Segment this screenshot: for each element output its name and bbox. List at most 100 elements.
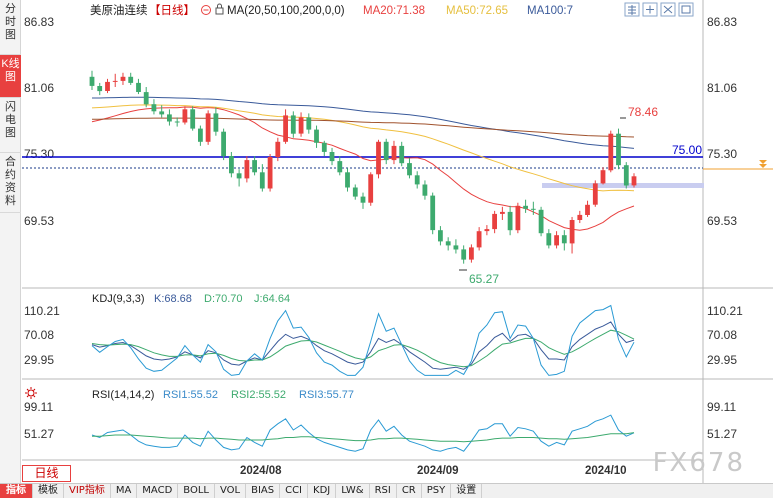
kdj-tick-right: 70.08 xyxy=(707,328,737,342)
candle xyxy=(283,109,288,144)
candlestick-chart[interactable]: 美原油连续 【日线】 MA(20,50,100,200,0,0) MA20:71… xyxy=(22,0,773,484)
candle-body xyxy=(290,115,296,134)
candle-body xyxy=(198,128,203,142)
candle-body xyxy=(275,141,281,157)
candle xyxy=(484,225,490,236)
candle-body xyxy=(329,152,335,162)
kdj-k-value: K:68.68 xyxy=(154,293,192,305)
candle xyxy=(507,205,513,236)
tab-k-chart[interactable]: K线图 xyxy=(0,55,21,98)
candle-body xyxy=(561,235,567,244)
toolbar-psy[interactable]: PSY xyxy=(422,484,452,498)
toolbar-rsi[interactable]: RSI xyxy=(370,484,397,498)
price-level-label: 75.00 xyxy=(672,143,702,157)
candle-body xyxy=(128,76,134,83)
candles xyxy=(89,70,637,264)
settings-icon[interactable] xyxy=(201,5,211,15)
toolbar-cr[interactable]: CR xyxy=(397,484,422,498)
ma100-value: MA100:7 xyxy=(527,5,573,17)
grid-icon[interactable] xyxy=(624,2,640,17)
tab-time-chart[interactable]: 分时图 xyxy=(0,0,21,55)
candle-body xyxy=(523,205,528,209)
ma20-value: MA20:71.38 xyxy=(363,5,425,17)
candle xyxy=(329,147,335,166)
candle-body xyxy=(383,141,389,161)
candle-body xyxy=(252,160,257,173)
toolbar-lw[interactable]: LW& xyxy=(336,484,370,498)
lock-icon[interactable] xyxy=(215,3,224,15)
candle xyxy=(561,230,567,251)
candle xyxy=(112,73,118,87)
candle xyxy=(422,180,428,200)
candle-body xyxy=(205,113,211,142)
candle xyxy=(252,156,257,176)
candle xyxy=(205,110,211,145)
rsi2-value: RSI2:55.52 xyxy=(231,389,286,401)
toolbar-indicator[interactable]: 指标 xyxy=(0,484,33,498)
price-tick-left: 86.83 xyxy=(24,15,54,29)
toolbar-ma[interactable]: MA xyxy=(111,484,138,498)
price-tick-right: 69.53 xyxy=(707,214,737,228)
candle xyxy=(600,167,606,185)
ma100-line xyxy=(92,96,635,149)
candle xyxy=(492,210,497,234)
candle xyxy=(244,156,250,183)
candle-body xyxy=(97,86,103,92)
kdj-header: KDJ(9,3,3) xyxy=(92,293,145,305)
candle-body xyxy=(352,187,358,197)
period-label[interactable]: 日线 xyxy=(22,465,71,482)
indicator-toolbar: 指标 模板 VIP指标 MA MACD BOLL VOL BIAS CCI KD… xyxy=(0,483,773,498)
candle-body xyxy=(174,121,180,123)
candle xyxy=(577,210,583,224)
toolbar-bias[interactable]: BIAS xyxy=(246,484,281,498)
date-tick: 2024/09 xyxy=(417,465,459,477)
candle xyxy=(120,72,126,85)
candle-body xyxy=(213,113,219,132)
kdj-tick-right: 29.95 xyxy=(707,353,737,367)
candle xyxy=(151,99,157,115)
rsi-tick-right: 51.27 xyxy=(707,427,737,441)
candle xyxy=(221,128,226,161)
toolbar-macd[interactable]: MACD xyxy=(137,484,179,498)
tab-label: 分时图 xyxy=(5,3,16,41)
candle-body xyxy=(500,211,505,214)
maximize-icon[interactable] xyxy=(678,2,694,17)
arrow-down-icon[interactable] xyxy=(759,160,767,168)
toolbar-boll[interactable]: BOLL xyxy=(178,484,215,498)
candle xyxy=(592,180,598,207)
candle xyxy=(453,239,459,254)
candle xyxy=(631,173,637,188)
ma200-line xyxy=(91,117,635,138)
tab-flash-chart[interactable]: 闪电图 xyxy=(0,98,21,153)
toolbar-template[interactable]: 模板 xyxy=(33,484,64,498)
kdj-d-value: D:70.70 xyxy=(204,293,243,305)
tab-contract-info[interactable]: 合约资料 xyxy=(0,153,21,213)
rsi-settings-icon[interactable] xyxy=(25,387,37,399)
candle xyxy=(523,199,528,213)
rsi3-value: RSI3:55.77 xyxy=(299,389,354,401)
ma50-value: MA50:72.65 xyxy=(446,5,508,17)
candle xyxy=(337,156,343,176)
candle xyxy=(136,78,141,95)
candle-body xyxy=(569,220,575,244)
candle xyxy=(616,128,621,170)
toolbar-vip-indicator[interactable]: VIP指标 xyxy=(64,484,111,498)
ma50-line xyxy=(91,104,635,192)
toolbar-kdj[interactable]: KDJ xyxy=(308,484,337,498)
plus-icon[interactable] xyxy=(642,2,658,17)
candle xyxy=(399,141,405,167)
candle-body xyxy=(120,76,126,81)
tab-label: 合约资料 xyxy=(5,156,16,207)
toolbar-vol[interactable]: VOL xyxy=(215,484,247,498)
candle-body xyxy=(554,235,559,246)
high-price-label: 78.46 xyxy=(628,105,658,119)
kdj-d-line xyxy=(91,329,635,368)
expand-icon[interactable] xyxy=(660,2,676,17)
candle-body xyxy=(484,229,490,232)
candle-body xyxy=(182,109,188,123)
toolbar-cci[interactable]: CCI xyxy=(280,484,309,498)
candle xyxy=(275,137,281,162)
toolbar-settings[interactable]: 设置 xyxy=(451,484,483,498)
candle-body xyxy=(453,245,459,250)
ma-params: MA(20,50,100,200,0,0) xyxy=(227,5,345,17)
